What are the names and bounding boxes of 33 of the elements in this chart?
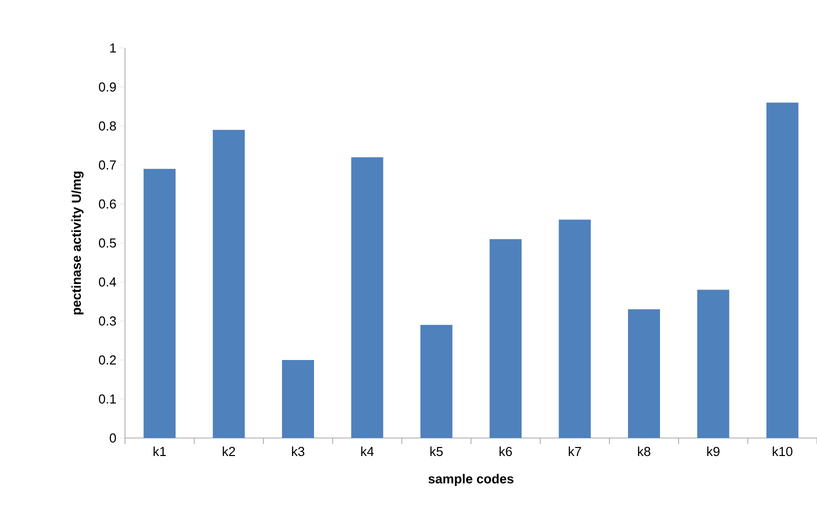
bar [766,102,798,438]
bar [282,360,314,438]
x-axis-title: sample codes [428,474,514,486]
bar [558,220,591,438]
y-tick-label: 0.6 [98,199,116,209]
y-tick-label: 0.5 [98,238,116,248]
bar [144,168,176,438]
x-tick-label: k5 [430,446,443,456]
y-tick-label: 0.2 [98,355,116,365]
bar [420,324,452,438]
x-tick-label: k10 [772,446,792,456]
y-tick-label: 0 [110,433,116,443]
y-tick-label: 0.9 [98,82,116,92]
bar [628,309,660,438]
x-tick-label: k7 [568,446,582,456]
bar [351,157,384,438]
x-tick-label: k4 [361,446,374,456]
y-tick-label: 0.4 [98,277,116,287]
y-tick-label: 0.1 [98,394,116,404]
x-tick-label: k3 [292,446,304,456]
y-axis-title: pectinase activity U/mg [71,172,84,314]
bar [490,239,522,438]
x-tick-label: k1 [154,446,166,456]
bar [212,130,245,438]
x-tick-label: k8 [638,446,650,456]
y-tick-label: 1 [110,44,116,52]
bar [697,290,730,438]
y-tick-label: 0.3 [98,316,116,326]
x-tick-label: k6 [500,446,512,456]
x-tick-label: k9 [707,446,720,456]
x-tick-label: k2 [222,446,236,456]
y-tick-label: 0.8 [98,121,116,131]
y-tick-label: 0.7 [98,160,116,170]
